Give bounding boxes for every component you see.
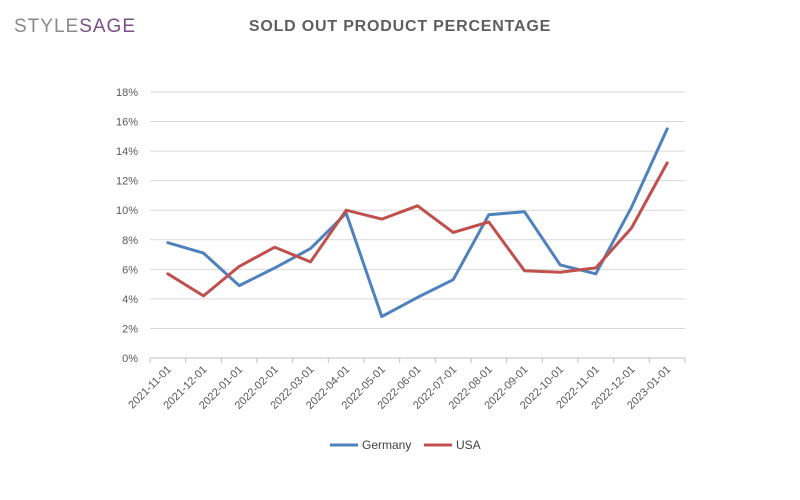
y-tick-label: 12% [116, 176, 138, 188]
y-tick-label: 4% [122, 294, 138, 306]
y-tick-label: 10% [116, 205, 138, 217]
chart-title: SOLD OUT PRODUCT PERCENTAGE [248, 18, 552, 35]
legend-label-germany: Germany [362, 438, 411, 452]
series-line-germany [166, 127, 669, 319]
y-tick-label: 6% [122, 264, 138, 276]
stylesage-logo: STYLESAGE [14, 16, 136, 38]
logo-part-sage: SAGE [79, 16, 137, 37]
y-tick-label: 14% [116, 146, 138, 158]
series-line-usa [166, 161, 669, 298]
y-tick-label: 18% [116, 87, 138, 99]
y-tick-label: 2% [122, 323, 138, 335]
y-tick-label: 0% [122, 353, 138, 365]
logo-part-style: STYLE [14, 16, 80, 37]
legend-label-usa: USA [456, 438, 481, 452]
y-tick-label: 16% [116, 117, 138, 129]
y-tick-label: 8% [122, 235, 138, 247]
